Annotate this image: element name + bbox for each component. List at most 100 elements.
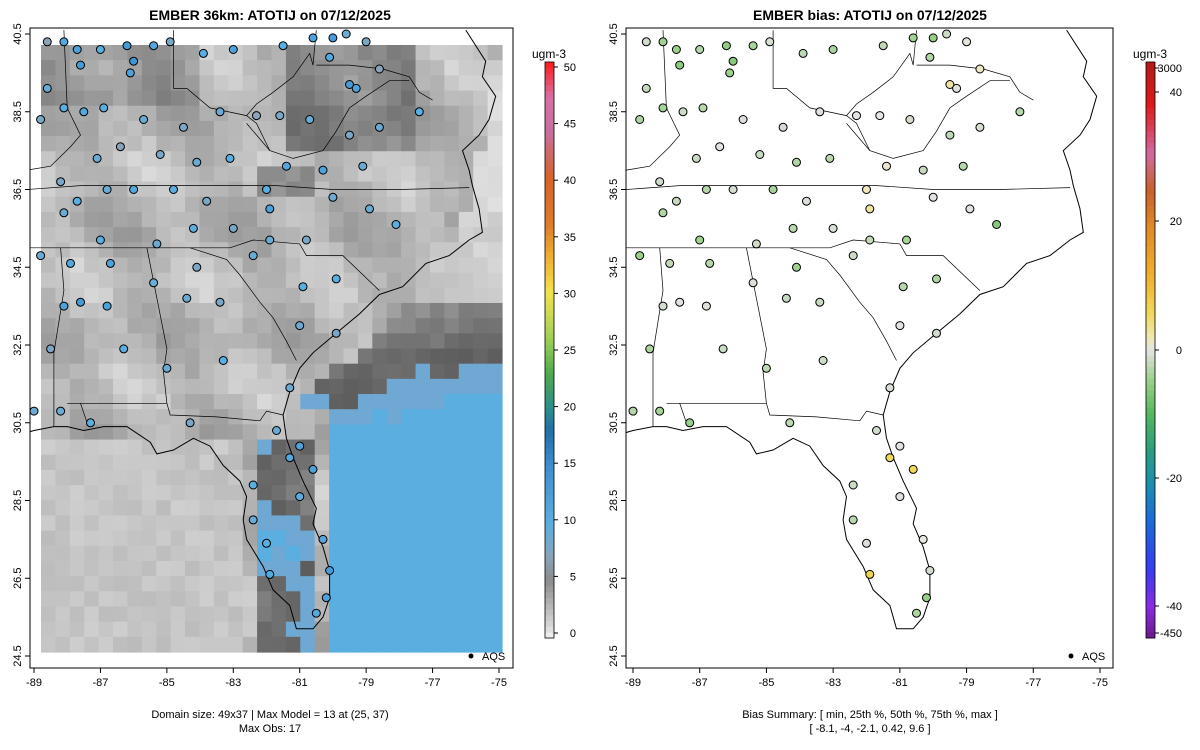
colorbar-tick-label: -40 — [1166, 601, 1182, 613]
grid-cell — [213, 333, 229, 350]
colorbar-segment — [1146, 229, 1155, 236]
colorbar-segment — [545, 217, 554, 224]
grid-cell — [444, 287, 460, 304]
grid-cell — [300, 500, 316, 517]
aqs-station-obs — [149, 41, 159, 51]
state-border — [30, 185, 470, 190]
grid-cell — [473, 333, 489, 350]
grid-cell — [401, 394, 417, 410]
grid-cell — [415, 166, 431, 183]
grid-cell — [185, 272, 201, 289]
colorbar-segment — [1146, 309, 1155, 316]
grid-cell — [127, 287, 143, 304]
grid-cell — [199, 515, 215, 532]
grid-cell — [458, 227, 474, 243]
colorbar-segment — [545, 102, 554, 109]
grid-cell — [213, 45, 229, 61]
grid-cell — [473, 90, 489, 107]
grid-cell — [429, 227, 445, 243]
grid-cell — [300, 151, 316, 168]
colorbar-segment — [545, 396, 554, 403]
grid-cell — [84, 378, 100, 395]
grid-cell — [113, 636, 129, 653]
left-station-markers — [30, 29, 424, 618]
colorbar-segment — [545, 280, 554, 288]
grid-cell — [473, 485, 489, 501]
grid-cell — [458, 181, 474, 198]
grid-cell — [141, 211, 157, 228]
aqs-station-bias — [865, 235, 875, 245]
grid-cell — [487, 424, 503, 441]
grid-cell — [300, 166, 316, 183]
grid-cell — [271, 166, 287, 183]
grid-cell — [228, 378, 244, 395]
grid-cell — [84, 257, 100, 274]
aqs-station-obs — [76, 297, 85, 307]
grid-cell — [156, 75, 172, 92]
grid-cell — [84, 560, 100, 577]
grid-cell — [185, 90, 201, 107]
grid-cell — [357, 394, 373, 410]
grid-cell — [372, 560, 388, 577]
colorbar-segment — [1146, 326, 1155, 334]
grid-cell — [113, 166, 129, 183]
colorbar-segment — [545, 361, 554, 368]
colorbar-segment — [545, 505, 554, 512]
grid-cell — [329, 469, 345, 486]
aqs-station-bias — [718, 344, 728, 354]
grid-cell — [257, 348, 273, 365]
grid-cell — [329, 287, 345, 304]
aqs-station-bias — [828, 45, 838, 54]
colorbar-segment — [1146, 148, 1155, 155]
grid-cell — [372, 196, 388, 213]
grid-cell — [113, 560, 129, 577]
grid-cell — [242, 196, 258, 213]
x-tick-label: -87 — [692, 677, 708, 689]
colorbar-segment — [545, 568, 554, 576]
grid-cell — [228, 621, 244, 638]
grid-cell — [271, 318, 287, 334]
grid-cell — [429, 560, 445, 577]
grid-cell — [386, 424, 402, 441]
colorbar-segment — [545, 447, 554, 455]
aqs-station-bias — [865, 569, 875, 579]
colorbar-segment — [1146, 632, 1155, 639]
colorbar-segment — [1146, 177, 1155, 184]
colorbar-segment — [545, 263, 554, 270]
grid-cell — [329, 348, 345, 365]
aqs-station-obs — [325, 52, 335, 62]
grid-cell — [213, 272, 229, 289]
aqs-station-obs — [262, 185, 271, 194]
grid-cell — [386, 576, 402, 592]
aqs-station-obs — [102, 301, 112, 311]
grid-cell — [98, 287, 114, 304]
grid-cell — [401, 606, 417, 623]
grid-cell — [372, 530, 388, 547]
grid-cell — [156, 394, 172, 410]
aqs-station-bias — [635, 251, 645, 261]
grid-cell — [257, 75, 273, 92]
grid-cell — [429, 363, 445, 380]
colorbar-segment — [545, 90, 554, 97]
colorbar-segment — [1146, 154, 1155, 161]
grid-cell — [141, 591, 157, 608]
colorbar-segment — [1146, 73, 1155, 80]
grid-cell — [41, 120, 57, 137]
grid-cell — [170, 60, 186, 76]
grid-cell — [242, 545, 258, 562]
aqs-station-obs — [102, 185, 112, 194]
aqs-station-bias — [818, 356, 828, 365]
grid-cell — [285, 636, 301, 653]
grid-cell — [185, 181, 201, 198]
colorbar-segment — [1146, 67, 1155, 74]
grid-cell — [199, 454, 215, 471]
state-border — [67, 402, 284, 422]
aqs-station-obs — [228, 223, 238, 233]
grid-cell — [300, 181, 316, 198]
grid-cell — [444, 333, 460, 350]
grid-cell — [141, 378, 157, 395]
grid-cell — [429, 454, 445, 471]
state-border — [349, 64, 433, 101]
